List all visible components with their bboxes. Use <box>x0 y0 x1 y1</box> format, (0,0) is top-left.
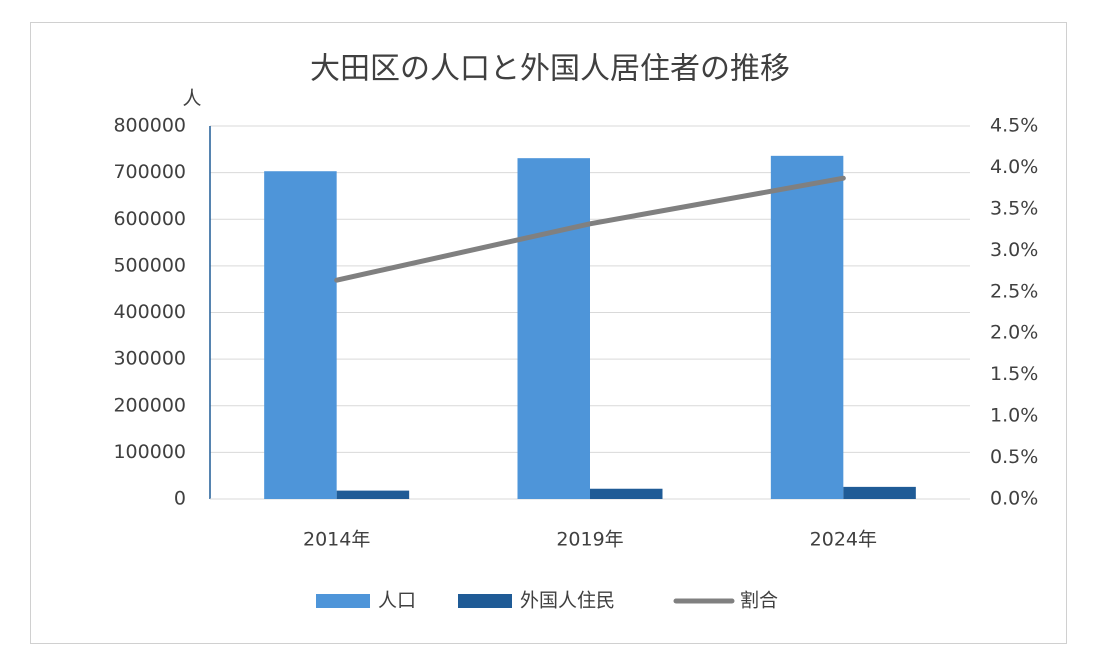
legend-label: 人口 <box>378 590 416 612</box>
bar <box>517 158 590 499</box>
legend-swatch <box>458 594 512 608</box>
bar <box>770 155 844 499</box>
y-tick-label: 0 <box>174 488 186 510</box>
legend-label: 外国人住民 <box>520 590 615 612</box>
y-tick-label: 500000 <box>113 254 186 276</box>
legend-swatch <box>316 594 370 608</box>
y2-tick-label: 1.5% <box>990 363 1038 385</box>
y-tick-label: 100000 <box>113 441 186 463</box>
y-tick-label: 200000 <box>113 394 186 416</box>
y-tick-label: 400000 <box>113 301 186 323</box>
y2-tick-label: 0.5% <box>990 446 1038 468</box>
x-tick-label: 2014年 <box>303 529 370 551</box>
bar <box>264 171 337 499</box>
y-tick-label: 600000 <box>113 208 186 230</box>
y-tick-label: 300000 <box>113 348 186 370</box>
y2-tick-label: 4.0% <box>990 156 1038 178</box>
y2-tick-label: 2.0% <box>990 322 1038 344</box>
y2-tick-label: 4.5% <box>990 115 1038 137</box>
bar <box>336 490 410 499</box>
y2-tick-label: 3.5% <box>990 197 1038 219</box>
line <box>334 175 846 283</box>
bar <box>843 486 916 499</box>
bar <box>590 488 663 499</box>
y2-tick-label: 1.0% <box>990 405 1038 427</box>
y-axis-label: 人 <box>182 88 201 110</box>
legend-label: 割合 <box>740 590 778 612</box>
y2-tick-label: 3.0% <box>990 239 1038 261</box>
y-tick-label: 800000 <box>113 115 186 137</box>
y2-tick-label: 2.5% <box>990 280 1038 302</box>
x-tick-label: 2019年 <box>556 529 623 551</box>
x-tick-label: 2024年 <box>810 529 877 551</box>
y-tick-label: 700000 <box>113 161 186 183</box>
y2-tick-label: 0.0% <box>990 488 1038 510</box>
chart-title: 大田区の人口と外国人居住者の推移 <box>310 52 790 87</box>
